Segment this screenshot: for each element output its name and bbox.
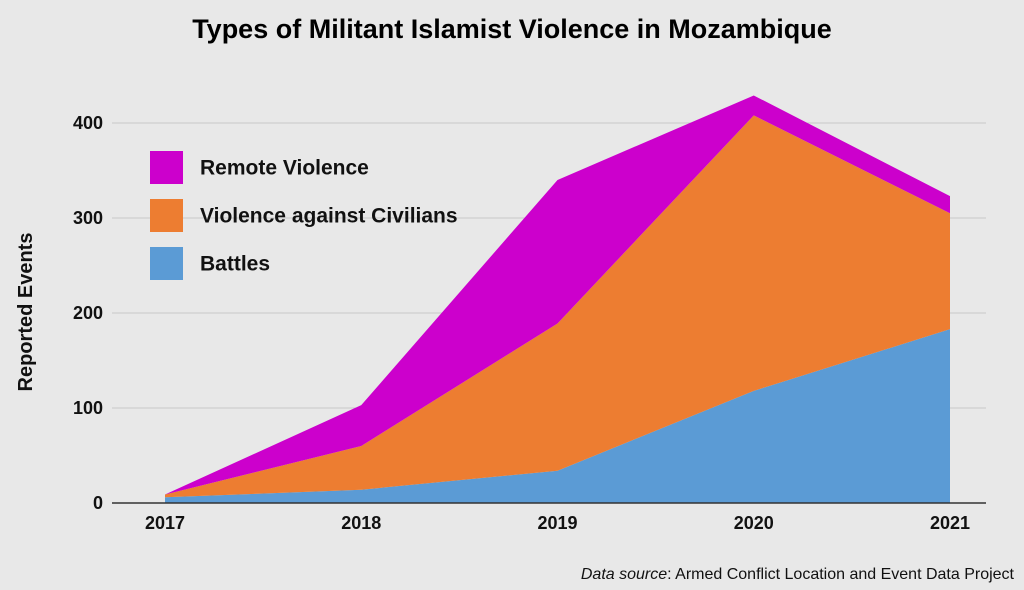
x-tick-label: 2021 (930, 513, 970, 533)
area-series (165, 95, 950, 503)
legend-swatch-remote-violence (150, 151, 183, 184)
x-tick-label: 2018 (341, 513, 381, 533)
legend-label-violence-against-civilians: Violence against Civilians (200, 205, 458, 228)
x-tick-label: 2019 (537, 513, 577, 533)
area-battles (165, 329, 950, 503)
legend-label-battles: Battles (200, 253, 270, 276)
data-source-label: Data source (580, 566, 668, 583)
legend-swatch-violence-against-civilians (150, 199, 183, 232)
chart-title: Types of Militant Islamist Violence in M… (192, 14, 832, 44)
y-tick-label: 300 (73, 208, 103, 228)
legend-swatch-battles (150, 247, 183, 280)
y-axis-label: Reported Events (15, 233, 37, 392)
area-remote-violence (165, 95, 950, 495)
data-source-note: Data source: Armed Conflict Location and… (581, 566, 1014, 584)
legend-label-remote-violence: Remote Violence (200, 157, 369, 180)
legend: Remote Violence Violence against Civilian… (150, 151, 458, 280)
x-tick-label: 2017 (145, 513, 185, 533)
y-tick-label: 0 (93, 493, 103, 513)
y-tick-label: 100 (73, 398, 103, 418)
y-tick-label: 400 (73, 113, 103, 133)
axes: 0 100 200 300 400 2017 2018 2019 2020 2021 (73, 113, 986, 533)
data-source-text: : Armed Conflict Location and Event Data… (667, 566, 1014, 583)
x-tick-label: 2020 (734, 513, 774, 533)
y-tick-label: 200 (73, 303, 103, 323)
area-violence-against-civilians (165, 115, 950, 498)
